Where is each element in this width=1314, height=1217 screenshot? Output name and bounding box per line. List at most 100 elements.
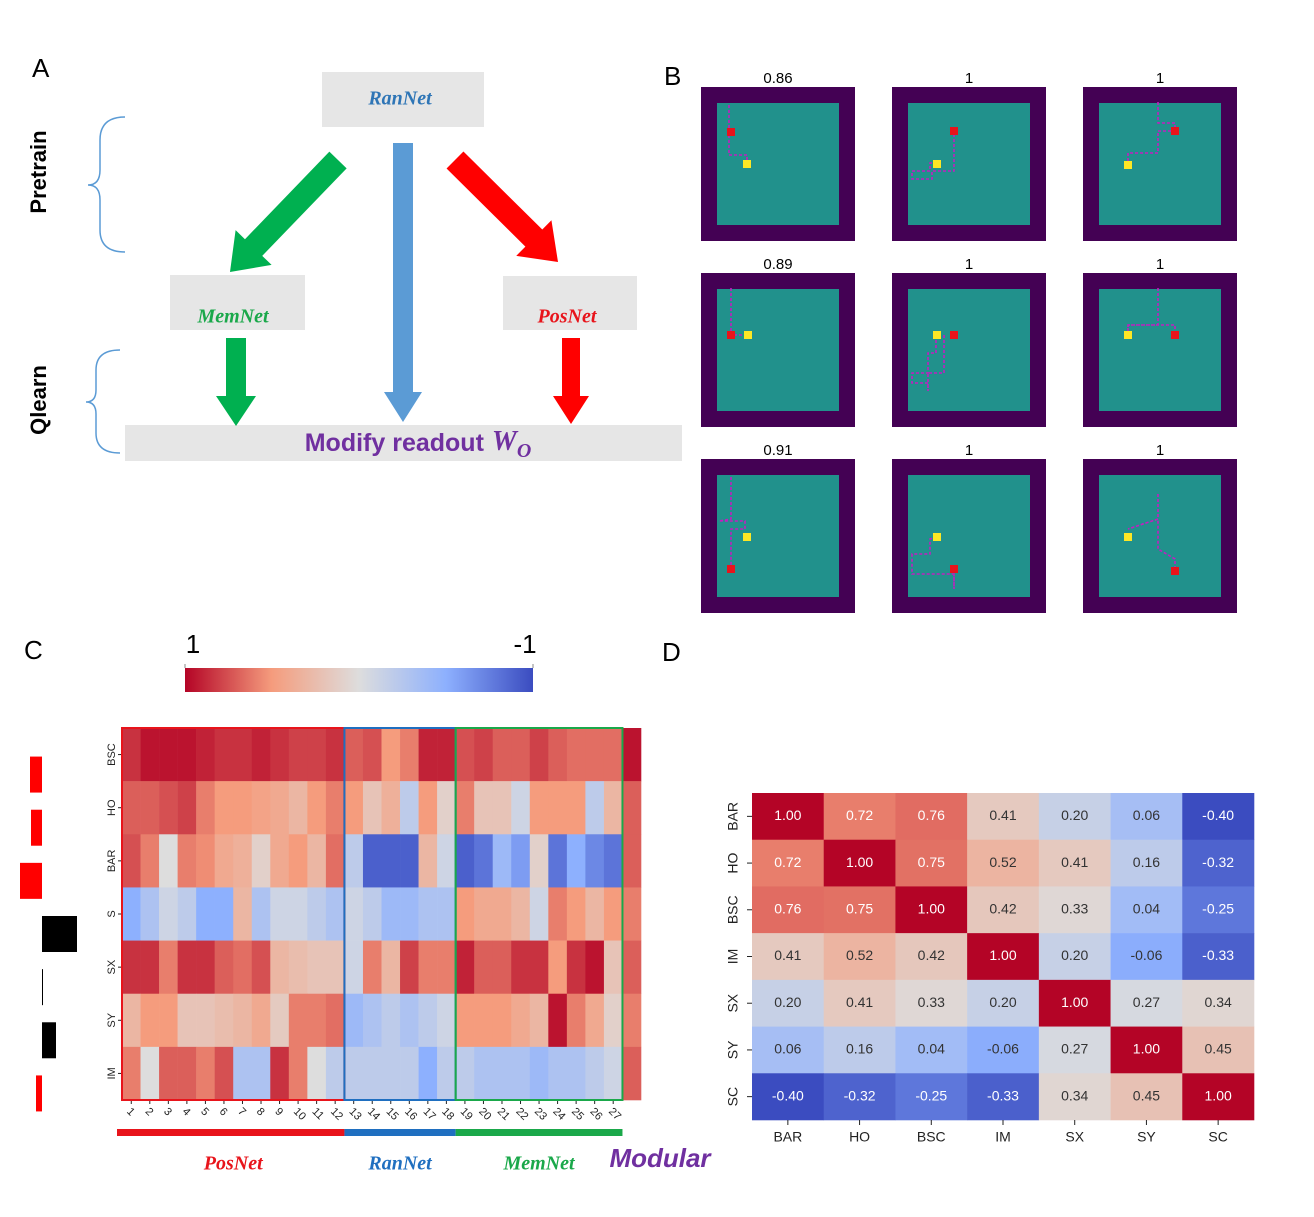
row-label: SX <box>106 959 118 974</box>
goal-marker <box>933 160 941 168</box>
heat-cell <box>566 781 586 835</box>
heat-cell <box>122 993 141 1048</box>
readout-box <box>125 425 682 461</box>
heat-cell <box>529 887 549 941</box>
group-label: PosNet <box>203 1153 264 1175</box>
heat-cell <box>362 728 382 782</box>
cell-label: 1.00 <box>1133 1041 1160 1057</box>
heat-cell <box>214 1046 234 1101</box>
heat-cell <box>307 834 327 888</box>
heat-cell <box>325 1046 345 1101</box>
group-underline <box>455 1129 623 1136</box>
heat-cell <box>362 1046 382 1101</box>
heat-cell <box>381 834 401 888</box>
trajectory <box>1124 494 1179 575</box>
cell-label: 0.04 <box>918 1041 945 1057</box>
heat-cell <box>474 887 494 941</box>
heat-cell <box>381 1046 401 1101</box>
heat-cell <box>603 993 623 1048</box>
row-bar <box>42 969 43 1006</box>
heat-cell <box>177 993 197 1048</box>
colorbar-label: 1 <box>186 629 200 659</box>
col-label: 10 <box>291 1106 308 1123</box>
heat-cell <box>270 940 290 995</box>
heat-cell <box>437 993 456 1048</box>
heat-cell <box>622 834 642 888</box>
heat-cell <box>325 887 345 941</box>
heat-cell <box>1110 886 1183 934</box>
heat-cell <box>288 940 308 995</box>
heat-cell <box>122 887 141 941</box>
cell-label: 0.45 <box>1133 1087 1160 1103</box>
heat-cell <box>455 887 475 941</box>
heat-cell <box>437 834 456 888</box>
heat-cell <box>214 834 234 888</box>
path-line <box>1127 494 1176 571</box>
start-marker <box>950 127 958 135</box>
heat-cell <box>437 728 456 782</box>
grid-arena <box>1099 103 1221 225</box>
heat-cell <box>622 887 642 941</box>
node-box <box>170 275 305 330</box>
cell-label: -0.06 <box>987 1041 1019 1057</box>
cell-label: 0.52 <box>846 947 873 963</box>
heat-cell <box>492 993 512 1048</box>
arrow <box>216 338 256 426</box>
cell-label: 1.00 <box>1061 994 1088 1010</box>
start-marker <box>727 331 735 339</box>
heat-cell <box>325 993 345 1048</box>
start-marker <box>1171 127 1179 135</box>
heat-cell <box>196 1046 215 1101</box>
heat-cell <box>529 728 549 782</box>
path-line <box>718 477 746 569</box>
col-label: 15 <box>384 1106 401 1123</box>
heat-cell <box>566 728 586 782</box>
trajectory <box>911 331 958 391</box>
heat-cell <box>251 834 271 888</box>
grid-title: 0.86 <box>763 70 792 87</box>
start-marker <box>950 331 958 339</box>
heat-cell <box>823 979 896 1027</box>
heat-cell <box>400 887 419 941</box>
cell-label: 0.16 <box>1133 854 1160 870</box>
heat-cell <box>418 781 438 835</box>
grid-arena <box>908 475 1030 597</box>
cell-label: 0.20 <box>1061 807 1088 823</box>
heat-cell <box>159 834 178 888</box>
col-label: 23 <box>532 1106 549 1123</box>
col-label: 5 <box>198 1106 211 1119</box>
start-marker <box>950 565 958 573</box>
heat-cell <box>1182 793 1255 841</box>
grid-title: 0.91 <box>763 442 792 459</box>
heat-cell <box>752 1073 825 1121</box>
heat-cell <box>585 728 605 782</box>
goal-marker <box>1124 331 1132 339</box>
heat-cell <box>400 940 419 995</box>
heat-cell <box>511 834 531 888</box>
heat-cell <box>967 793 1040 841</box>
heat-cell <box>967 933 1040 981</box>
heat-cell <box>1182 839 1255 887</box>
heat-cell <box>967 1073 1040 1121</box>
goal-marker <box>744 331 752 339</box>
panel-label: A <box>32 53 50 83</box>
heat-cell <box>437 940 456 995</box>
group-label: MemNet <box>503 1153 577 1175</box>
heat-cell <box>566 1046 586 1101</box>
heat-cell <box>233 940 253 995</box>
col-label: IM <box>995 1129 1011 1145</box>
col-label: 8 <box>254 1106 267 1119</box>
heat-cell <box>622 781 642 835</box>
heat-cell <box>214 728 234 782</box>
col-label: 1 <box>124 1106 137 1119</box>
heat-cell <box>196 781 215 835</box>
heat-cell <box>585 887 605 941</box>
cell-label: 0.04 <box>1133 900 1160 916</box>
cell-label: 1.00 <box>774 807 801 823</box>
row-label: BSC <box>725 895 741 924</box>
heat-cell <box>214 887 234 941</box>
grid-title: 1 <box>1156 256 1164 273</box>
heat-cell <box>233 781 253 835</box>
heat-cell <box>122 728 141 782</box>
